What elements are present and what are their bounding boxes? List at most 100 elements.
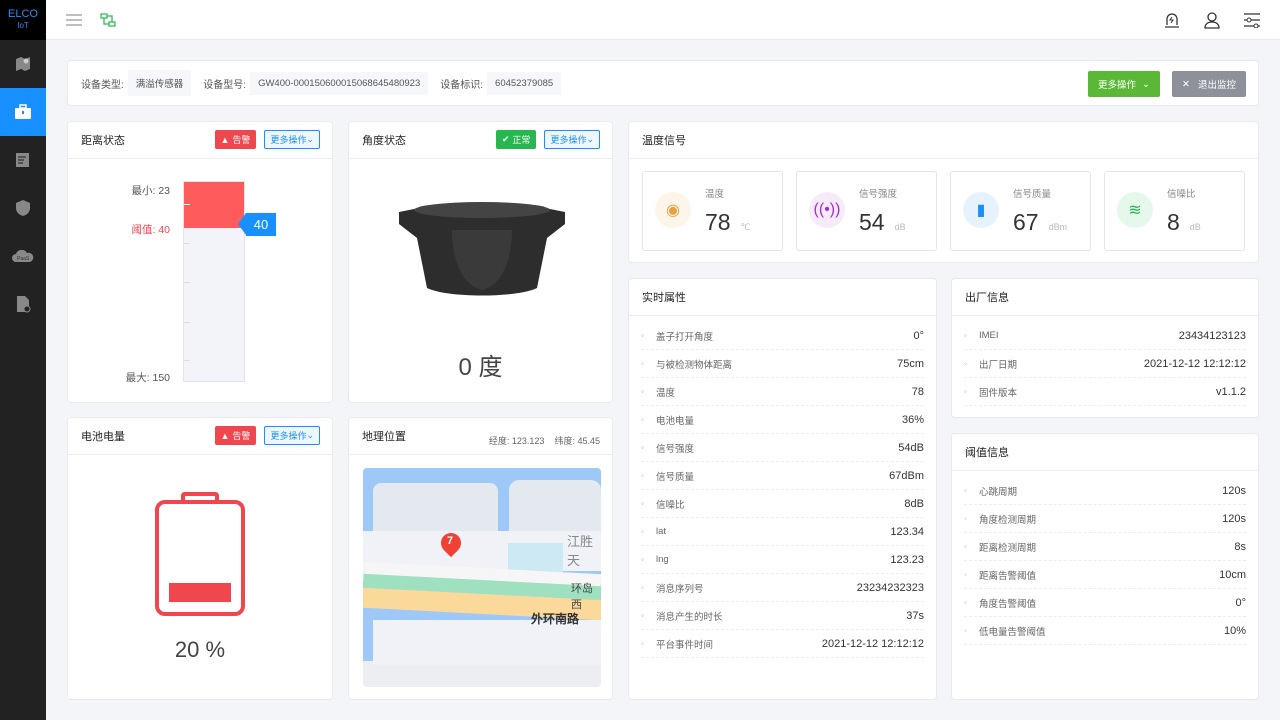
battery-level-fill (169, 582, 231, 602)
battery-value: 20 % (174, 637, 226, 662)
topology-icon (100, 13, 116, 27)
property-icon: ◦ (641, 583, 644, 592)
signal-tile: ▮ 信号质量 67 dBm (950, 171, 1091, 251)
property-label: 固件版本 (979, 387, 1018, 399)
property-icon: ◦ (641, 359, 644, 368)
max-label: 最大: 150 (125, 372, 170, 384)
logo: ELCO IoT (0, 0, 46, 40)
more-actions-dropdown[interactable]: 更多操作 ⌄ (264, 426, 320, 445)
location-card: 地理位置 经度: 123.123 纬度: 45.45 江胜天 环岛西 外环南路 … (348, 417, 613, 700)
badge-text: 正常 (512, 135, 531, 145)
tile-unit: dBm (1048, 222, 1068, 232)
card-title: 温度信号 (642, 135, 686, 147)
hamburger-icon (66, 14, 82, 26)
property-icon: ◦ (964, 598, 967, 607)
property-label: 距离告警阈值 (979, 570, 1037, 582)
signal-card: 温度信号 ◉ 温度 78 ℃ ((•)) 信号强度 54 dB ▮ 信号质量 67 dBm ≋ 信噪比 8 d… (628, 121, 1259, 263)
latitude: 纬度: 45.45 (554, 436, 600, 446)
property-icon: ◦ (964, 626, 967, 635)
property-row: ◦ 出厂日期 2021-12-12 12:12:12 (964, 350, 1246, 378)
tile-label: 信号强度 (859, 189, 898, 200)
nav-security[interactable] (0, 184, 46, 232)
nav-paas[interactable]: PaaS (0, 232, 46, 280)
dropdown-label: 更多操作 (270, 431, 307, 441)
map[interactable]: 江胜天 环岛西 外环南路 7 (363, 468, 601, 687)
tile-value: 67 (1013, 209, 1039, 235)
current-value: 40 (253, 217, 269, 232)
toolbox-icon (15, 104, 31, 119)
device-info-bar: 设备类型: 满溢传感器 设备型号: GW400-000150600015068645… (67, 60, 1259, 106)
alarm-button[interactable] (1162, 10, 1182, 30)
more-actions-dropdown[interactable]: 更多操作 ⌄ (264, 130, 320, 149)
property-label: 角度告警阈值 (979, 598, 1037, 610)
sliders-icon (1244, 13, 1260, 28)
property-icon: ◦ (641, 443, 644, 452)
nav-document[interactable] (0, 280, 46, 328)
property-label: lat (656, 526, 667, 537)
document-settings-icon (17, 296, 31, 313)
property-row: ◦ 与被检测物体距离 75cm (641, 350, 924, 378)
sensor-device-image (399, 202, 565, 296)
property-value: 10% (1223, 624, 1246, 637)
angle-value: 0 度 (458, 354, 503, 381)
property-value: 8s (1234, 540, 1246, 553)
property-row: ◦ 消息产生的时长 37s (641, 602, 924, 630)
distance-gauge (183, 181, 245, 382)
property-icon: ◦ (964, 387, 967, 396)
angle-card: 角度状态 ✔ 正常 更多操作 ⌄ 0 度 (348, 121, 613, 403)
property-label: lng (656, 554, 669, 565)
property-row: ◦ 角度检测周期 120s (964, 505, 1246, 533)
property-label: 低电量告警阈值 (979, 626, 1046, 638)
more-actions-button[interactable]: 更多操作 ⌄ (1088, 71, 1161, 97)
property-row: ◦ lng 123.23 (641, 546, 924, 574)
card-title: 电池电量 (81, 431, 125, 443)
exit-monitor-button[interactable]: ✕ 退出监控 (1172, 71, 1246, 97)
device-model-value: GW400-000150600015068645480923 (250, 71, 429, 95)
nav-report[interactable] (0, 136, 46, 184)
property-icon: ◦ (641, 331, 644, 340)
tile-value: 54 (859, 209, 885, 235)
topology-button[interactable] (98, 10, 118, 30)
property-icon: ◦ (964, 542, 967, 551)
property-row: ◦ 距离告警阈值 10cm (964, 561, 1246, 589)
tile-label: 温度 (705, 189, 725, 200)
warning-icon: ▲ (220, 134, 230, 145)
property-icon: ◦ (641, 555, 644, 564)
property-value: 23234232323 (856, 581, 924, 594)
user-button[interactable] (1202, 10, 1222, 30)
property-label: 温度 (656, 387, 676, 399)
property-label: 信号强度 (656, 443, 695, 455)
device-id-label: 设备标识: (440, 79, 484, 91)
property-label: 消息序列号 (656, 583, 704, 595)
property-row: ◦ IMEI 23434123123 (964, 322, 1246, 350)
battery-card: 电池电量 ▲ 告警 更多操作 ⌄ 20 % (67, 417, 333, 700)
property-icon: ◦ (964, 331, 967, 340)
property-value: 2021-12-12 12:12:12 (1143, 357, 1246, 370)
property-icon: ◦ (964, 570, 967, 579)
card-title: 角度状态 (362, 135, 406, 147)
property-label: IMEI (979, 330, 999, 341)
nav-toolbox[interactable] (0, 88, 46, 136)
property-value: 123.23 (890, 553, 924, 566)
property-row: ◦ 消息序列号 23234232323 (641, 574, 924, 602)
property-row: ◦ 温度 78 (641, 378, 924, 406)
antenna-icon: ((•)) (809, 192, 845, 228)
property-row: ◦ 信号质量 67dBm (641, 462, 924, 490)
property-label: 信噪比 (656, 499, 685, 511)
nav-map[interactable] (0, 40, 46, 88)
shield-icon (16, 200, 30, 216)
alarm-badge: ▲ 告警 (214, 130, 257, 149)
property-icon: ◦ (964, 514, 967, 523)
thermometer-icon: ◉ (655, 192, 691, 228)
property-row: ◦ 盖子打开角度 0° (641, 322, 924, 350)
property-value: 120s (1222, 512, 1246, 525)
property-row: ◦ 平台事件时间 2021-12-12 12:12:12 (641, 630, 924, 658)
settings-button[interactable] (1242, 10, 1262, 30)
menu-toggle[interactable] (64, 10, 84, 30)
property-value: 78 (911, 385, 924, 398)
property-label: 距离检测周期 (979, 542, 1037, 554)
more-actions-dropdown[interactable]: 更多操作 ⌄ (544, 130, 600, 149)
tile-label: 信号质量 (1013, 189, 1052, 200)
card-title: 阈值信息 (965, 447, 1009, 459)
property-value: 2021-12-12 12:12:12 (821, 637, 924, 650)
